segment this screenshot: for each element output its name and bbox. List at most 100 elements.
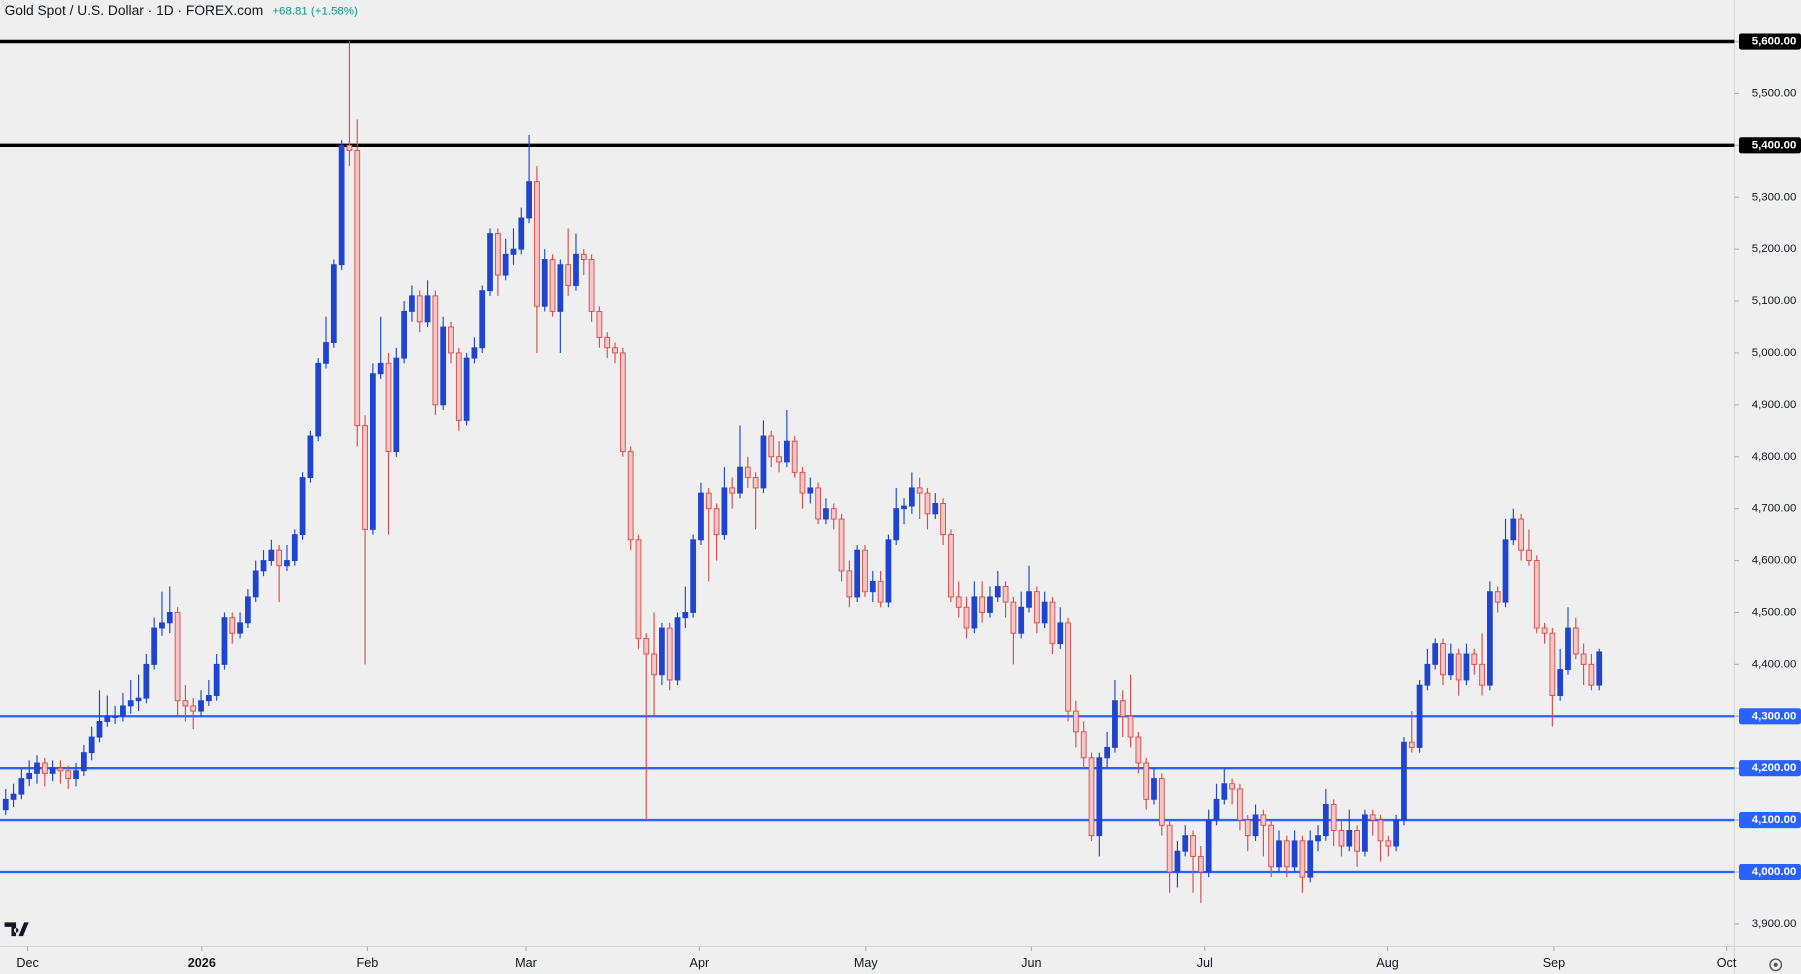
candle-body <box>1182 835 1189 852</box>
candle-body <box>198 700 204 712</box>
candle-body <box>612 347 618 354</box>
candle-body <box>174 612 181 702</box>
y-tick-label: 4,000.00 <box>1752 866 1797 878</box>
candle-body <box>143 663 150 699</box>
y-tick-label: 4,100.00 <box>1752 814 1797 826</box>
candle-body <box>1463 653 1470 681</box>
candle-body <box>1455 653 1462 681</box>
candle-body <box>846 570 853 598</box>
candle-body <box>49 767 56 774</box>
candle-body <box>104 715 111 722</box>
candle-body <box>166 612 173 624</box>
candle-body <box>1244 819 1251 837</box>
candle-body <box>284 560 290 567</box>
candle-body <box>901 505 907 510</box>
candle-body <box>830 508 837 520</box>
candle-body <box>1104 746 1111 759</box>
candle-body <box>1151 778 1157 800</box>
candle-body <box>1276 840 1282 868</box>
y-tick-label: 5,000.00 <box>1752 347 1797 359</box>
candle-body <box>41 762 48 774</box>
candle-body <box>565 264 572 286</box>
candle-body <box>1237 788 1243 821</box>
y-tick-label: 5,200.00 <box>1752 243 1797 255</box>
candle-body <box>1338 830 1345 847</box>
candle-body <box>510 248 517 255</box>
candle-body <box>1260 814 1267 826</box>
plot <box>0 39 1735 904</box>
y-tick-label: 4,300.00 <box>1752 710 1797 722</box>
candle-body <box>994 586 1001 598</box>
candle-body <box>1057 622 1064 645</box>
candle-body <box>1135 736 1142 764</box>
candle-body <box>1549 632 1556 696</box>
y-tick-label: 4,600.00 <box>1752 555 1797 567</box>
candle-body <box>1158 778 1165 826</box>
candle-body <box>1322 804 1329 837</box>
candle-body <box>315 362 322 437</box>
candle-body <box>65 770 72 780</box>
candle-body <box>135 697 142 702</box>
candle-body <box>627 451 634 541</box>
x-tick-label: Oct <box>1717 956 1737 970</box>
candle-body <box>471 347 478 359</box>
candle-body <box>744 466 751 478</box>
candle-body <box>1533 560 1540 629</box>
candle-body <box>690 539 697 613</box>
candle-body <box>541 259 548 307</box>
candle-body <box>1119 700 1126 717</box>
candle-body <box>1362 814 1368 852</box>
candle-body <box>924 492 931 515</box>
candle-body <box>57 767 64 772</box>
candle-body <box>932 503 939 515</box>
candle-body <box>549 259 556 312</box>
candle-body <box>1252 814 1259 837</box>
candle-body <box>245 596 251 624</box>
candle-body <box>1049 601 1056 645</box>
candle-body <box>674 617 681 681</box>
candle-body <box>1440 643 1446 676</box>
candle-body <box>1221 783 1228 800</box>
axes: 5,600.00 5,500.00 5,400.00 5,300.00 5,200.00… <box>16 33 1801 970</box>
candle-body <box>88 736 95 754</box>
candle-body <box>455 352 462 421</box>
candle-body <box>1572 627 1579 655</box>
candle-body <box>1197 855 1204 873</box>
settings-icon[interactable] <box>1769 958 1783 972</box>
y-tick-label: 4,500.00 <box>1752 607 1797 619</box>
candle-body <box>385 362 392 453</box>
candle-body <box>237 622 243 634</box>
candle-body <box>635 539 642 639</box>
candle-body <box>1307 840 1314 878</box>
candle-body <box>463 357 470 421</box>
x-tick-label: Jun <box>1021 956 1041 970</box>
y-tick-label: 5,500.00 <box>1752 87 1797 99</box>
candle-body <box>346 144 353 151</box>
candle-body <box>276 549 283 567</box>
candle-body <box>127 700 134 707</box>
candle-body <box>705 492 712 510</box>
candle-body <box>776 456 782 463</box>
candle-body <box>1494 591 1501 603</box>
candle-body <box>1502 539 1509 603</box>
candle-body <box>791 440 798 473</box>
candle-body <box>260 560 267 572</box>
candle-body <box>1432 643 1439 665</box>
candle-body <box>416 295 423 323</box>
x-tick-label: Apr <box>690 956 710 970</box>
candle-body <box>299 477 306 536</box>
candle-body <box>1080 731 1087 759</box>
candle-body <box>885 539 892 603</box>
candle-body <box>721 487 728 536</box>
candle-body <box>737 466 743 494</box>
candle-body <box>252 570 259 598</box>
candle-body <box>80 752 87 772</box>
candle-body <box>619 352 626 453</box>
candle-body <box>1096 757 1103 837</box>
x-tick-label: Jul <box>1197 956 1213 970</box>
candle-body <box>1065 622 1071 712</box>
candle-body <box>807 487 814 494</box>
candle-body <box>1354 830 1360 852</box>
candle-body <box>768 435 775 458</box>
candle-body <box>73 770 79 780</box>
